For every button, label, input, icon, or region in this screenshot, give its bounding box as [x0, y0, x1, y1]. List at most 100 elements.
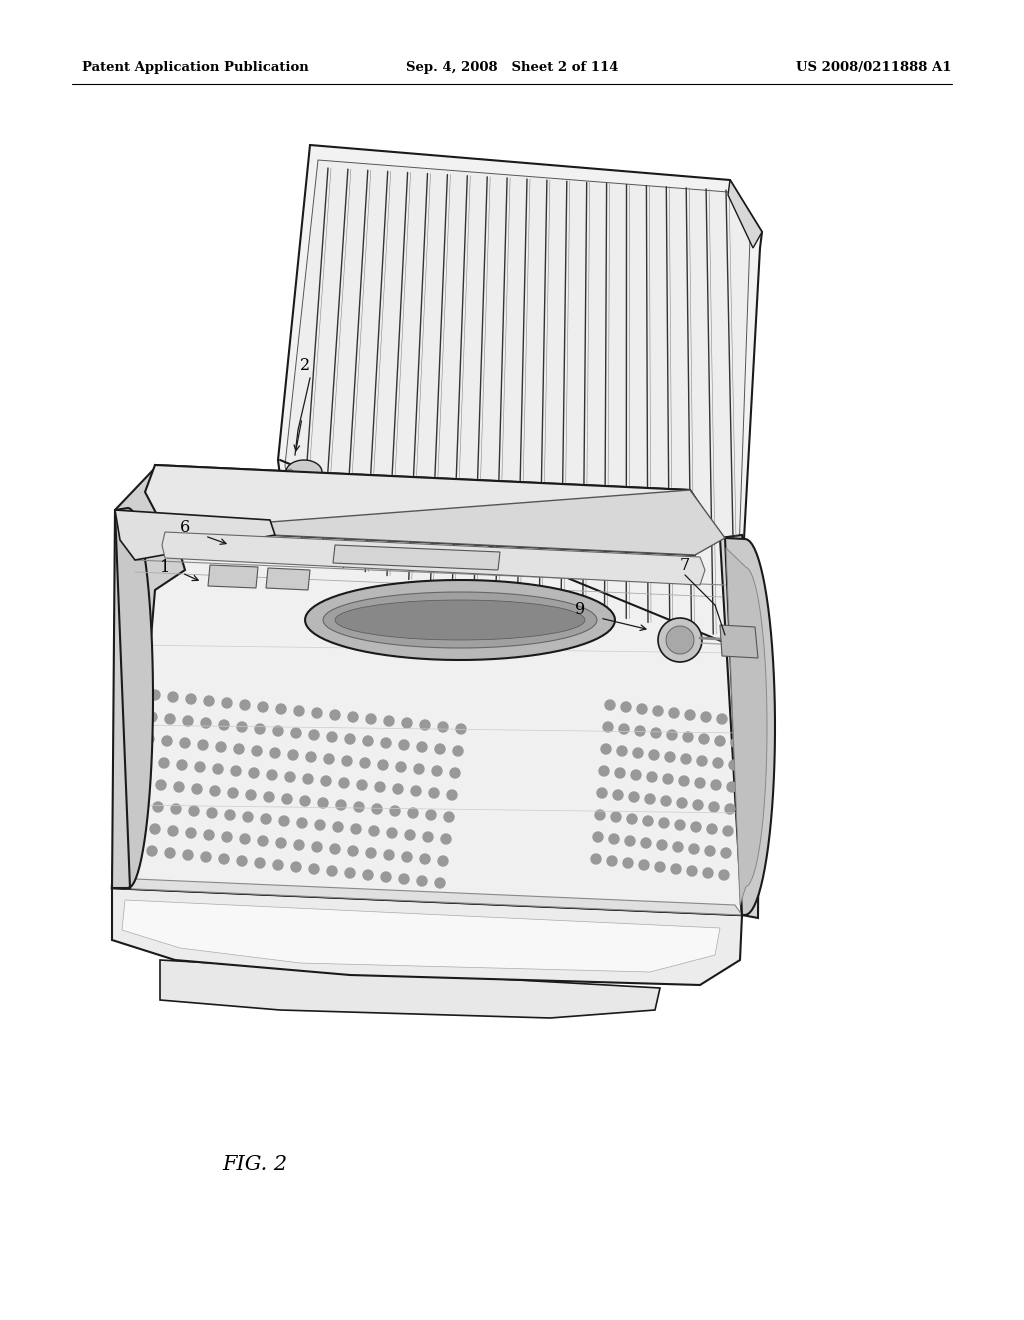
Circle shape: [731, 738, 741, 748]
Circle shape: [354, 803, 364, 812]
Polygon shape: [112, 878, 742, 915]
Circle shape: [649, 750, 659, 760]
Polygon shape: [385, 480, 498, 512]
Circle shape: [210, 785, 220, 796]
Circle shape: [675, 820, 685, 830]
Polygon shape: [294, 477, 300, 483]
Circle shape: [183, 715, 193, 726]
Circle shape: [673, 842, 683, 851]
Circle shape: [237, 855, 247, 866]
Circle shape: [315, 820, 325, 830]
Circle shape: [228, 788, 238, 799]
Circle shape: [378, 760, 388, 770]
Circle shape: [408, 808, 418, 818]
Polygon shape: [725, 539, 775, 915]
Circle shape: [387, 828, 397, 838]
Circle shape: [342, 756, 352, 766]
Circle shape: [183, 850, 193, 861]
Circle shape: [420, 854, 430, 865]
Circle shape: [725, 804, 735, 814]
Polygon shape: [720, 624, 758, 657]
Polygon shape: [666, 626, 694, 653]
Circle shape: [237, 722, 247, 733]
Circle shape: [285, 772, 295, 781]
Circle shape: [597, 788, 607, 799]
Circle shape: [255, 858, 265, 869]
Circle shape: [351, 824, 361, 834]
Circle shape: [701, 711, 711, 722]
Circle shape: [312, 842, 322, 851]
Circle shape: [273, 726, 283, 737]
Circle shape: [291, 862, 301, 873]
Circle shape: [345, 869, 355, 878]
Circle shape: [663, 774, 673, 784]
Circle shape: [327, 866, 337, 876]
Circle shape: [312, 708, 322, 718]
Circle shape: [336, 800, 346, 810]
Circle shape: [234, 744, 244, 754]
Circle shape: [677, 799, 687, 808]
Circle shape: [300, 796, 310, 807]
Circle shape: [360, 758, 370, 768]
Circle shape: [330, 710, 340, 719]
Polygon shape: [278, 145, 762, 648]
Circle shape: [222, 698, 232, 708]
Polygon shape: [728, 180, 762, 248]
Circle shape: [282, 795, 292, 804]
Polygon shape: [308, 477, 314, 483]
Circle shape: [189, 807, 199, 816]
Circle shape: [219, 719, 229, 730]
Circle shape: [435, 744, 445, 754]
Circle shape: [261, 814, 271, 824]
Circle shape: [240, 700, 250, 710]
Polygon shape: [324, 591, 597, 648]
Circle shape: [201, 851, 211, 862]
Circle shape: [348, 711, 358, 722]
Circle shape: [333, 822, 343, 832]
Circle shape: [255, 723, 265, 734]
Circle shape: [240, 834, 250, 843]
Text: 7: 7: [680, 557, 690, 573]
Circle shape: [450, 768, 460, 777]
Circle shape: [276, 838, 286, 847]
Circle shape: [246, 789, 256, 800]
Circle shape: [414, 764, 424, 774]
Circle shape: [264, 792, 274, 803]
Circle shape: [611, 812, 621, 822]
Circle shape: [627, 814, 637, 824]
Circle shape: [132, 822, 142, 832]
Circle shape: [165, 714, 175, 723]
Circle shape: [411, 785, 421, 796]
Circle shape: [219, 854, 229, 865]
Circle shape: [643, 816, 653, 826]
Circle shape: [657, 840, 667, 850]
Circle shape: [330, 843, 340, 854]
Circle shape: [288, 750, 298, 760]
Polygon shape: [333, 545, 500, 570]
Circle shape: [375, 781, 385, 792]
Circle shape: [135, 800, 145, 810]
Polygon shape: [286, 459, 322, 484]
Circle shape: [144, 734, 154, 744]
Polygon shape: [115, 510, 275, 560]
Text: Sep. 4, 2008   Sheet 2 of 114: Sep. 4, 2008 Sheet 2 of 114: [406, 62, 618, 74]
Circle shape: [441, 834, 451, 843]
Circle shape: [647, 772, 657, 781]
Circle shape: [193, 784, 202, 795]
Circle shape: [165, 847, 175, 858]
Circle shape: [195, 762, 205, 772]
Circle shape: [621, 702, 631, 711]
Circle shape: [399, 741, 409, 750]
Circle shape: [186, 694, 196, 704]
Circle shape: [631, 770, 641, 780]
Circle shape: [357, 780, 367, 789]
Circle shape: [593, 832, 603, 842]
Circle shape: [607, 855, 617, 866]
Text: FIG. 2: FIG. 2: [222, 1155, 288, 1175]
Circle shape: [402, 851, 412, 862]
Circle shape: [273, 861, 283, 870]
Circle shape: [381, 873, 391, 882]
Circle shape: [258, 836, 268, 846]
Circle shape: [225, 810, 234, 820]
Circle shape: [429, 788, 439, 799]
